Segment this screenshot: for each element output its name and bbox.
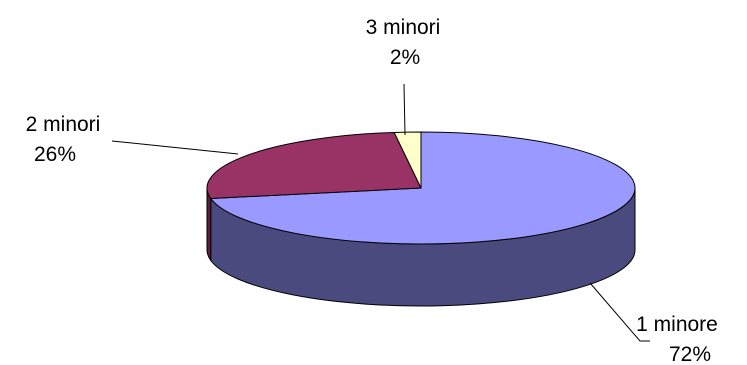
slice-value-1-minore: 72% — [669, 343, 711, 365]
slice-label-3-minori: 3 minori — [366, 16, 441, 39]
slice-value-2-minori: 26% — [34, 143, 76, 166]
leader-line-2-minori — [111, 140, 239, 155]
leader-line-1-minore — [589, 282, 650, 342]
slice-label-1-minore: 1 minore — [636, 313, 718, 336]
slice-1-minore — [209, 131, 636, 245]
slice-side-2-minori — [206, 187, 212, 263]
pie-slices — [206, 131, 636, 245]
leader-lines — [111, 83, 650, 342]
slice-label-2-minori: 2 minori — [26, 113, 101, 136]
slice-value-3-minori: 2% — [390, 46, 420, 69]
leader-line-3-minori — [403, 83, 406, 136]
slice-labels: 1 minore 72% 2 minori 26% 3 minori 2% — [26, 16, 718, 365]
slice-3-minori — [393, 131, 422, 189]
slice-2-minori — [206, 131, 422, 200]
